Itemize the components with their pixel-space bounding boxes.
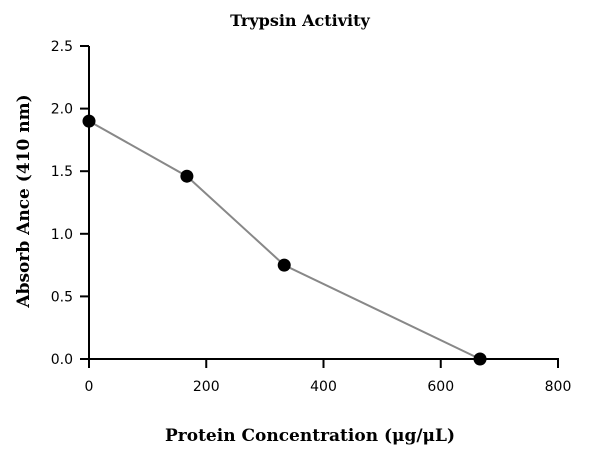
axes: 0.0 0.5 1.0 1.5 2.0 2.5 0 200 400 600 800: [51, 39, 572, 395]
data-point: [82, 114, 96, 128]
y-tick-label: 1.5: [51, 164, 73, 180]
x-tick-label: 200: [193, 379, 220, 395]
x-tick-label: 800: [545, 379, 572, 395]
chart-title: Trypsin Activity: [230, 11, 370, 30]
data-point: [277, 258, 291, 272]
series-line: [88, 120, 481, 360]
x-axis-label: Protein Concentration (μg/μL): [165, 426, 455, 446]
y-tick-label: 0.0: [51, 352, 73, 368]
y-tick-label: 1.0: [51, 227, 73, 243]
x-tick-label: 400: [310, 379, 337, 395]
y-tick-label: 2.0: [51, 102, 73, 118]
data-point: [180, 169, 194, 183]
y-tick-label: 0.5: [51, 289, 73, 305]
y-tick-label: 2.5: [51, 39, 73, 55]
x-tick-label: 600: [427, 379, 454, 395]
data-point: [473, 352, 487, 366]
plot-area: [82, 114, 487, 366]
y-axis-label: Absorb Ance (410 nm): [14, 94, 34, 308]
x-tick-label: 0: [85, 379, 94, 395]
